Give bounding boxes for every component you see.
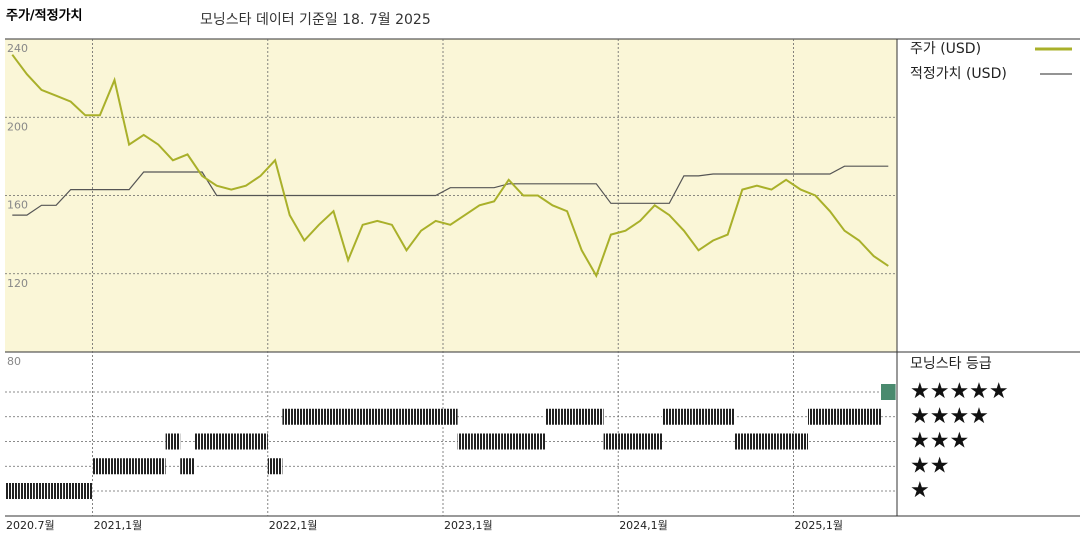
rating-bar [676, 408, 692, 425]
x-tick-label: 2021,1월 [94, 519, 143, 532]
rating-bar [194, 433, 210, 450]
rating-bar [705, 408, 721, 425]
rating-bar [457, 433, 473, 450]
rating-bar [136, 458, 151, 475]
rating-bar [837, 408, 852, 425]
y-tick-label: 80 [7, 355, 21, 368]
rating-bar [881, 384, 896, 400]
rating-bar [749, 433, 765, 450]
legend-label: 적정가치 (USD) [910, 66, 1007, 82]
rating-level-label: ★★ [910, 453, 949, 478]
rating-bar [559, 408, 575, 425]
line-series [11, 54, 889, 279]
rating-bar [78, 483, 93, 499]
rating-bar [384, 408, 400, 425]
y-tick-label: 160 [7, 199, 28, 212]
rating-bar [48, 483, 64, 499]
rating-bar [472, 433, 487, 450]
rating-bar [793, 433, 808, 450]
rating-bar [180, 458, 195, 475]
rating-bar [34, 483, 49, 499]
rating-bar [428, 408, 443, 425]
rating-bar [632, 433, 648, 450]
rating-bar [691, 408, 706, 425]
rating-bar [224, 433, 239, 450]
rating-bar [253, 433, 268, 450]
rating-bar [399, 408, 414, 425]
rating-bar [151, 458, 166, 475]
chart-subtitle: 모닝스타 데이터 기준일 18. 7월 2025 [200, 12, 431, 28]
rating-bar [545, 408, 560, 425]
rating-bar [516, 433, 531, 450]
rating-bar [662, 408, 677, 425]
legend-label: 주가 (USD) [910, 41, 981, 57]
rating-bar [764, 433, 779, 450]
rating-level-label: ★★★★★ [910, 379, 1009, 404]
rating-bar [574, 408, 589, 425]
rating-bar [282, 408, 297, 425]
rating-bar [311, 408, 327, 425]
rating-bar [647, 433, 662, 450]
rating-bar [501, 433, 516, 450]
chart-title: 주가/적정가치 [6, 8, 83, 24]
rating-bar [618, 433, 633, 450]
rating-level-label: ★ [910, 478, 930, 503]
rating-bar [19, 483, 35, 499]
x-tick-label: 2020.7월 [6, 519, 55, 532]
rating-bar [209, 433, 224, 450]
rating-title: 모닝스타 등급 [910, 356, 992, 372]
x-tick-label: 2023,1월 [444, 519, 493, 532]
rating-bar [370, 408, 385, 425]
rating-bar [603, 433, 619, 450]
rating-bar [443, 408, 458, 425]
line-series [12, 165, 889, 216]
rating-bar [413, 408, 429, 425]
y-tick-label: 200 [7, 120, 28, 133]
rating-level-label: ★★★ [910, 429, 969, 454]
rating-bar [851, 408, 867, 425]
rating-bar [165, 433, 181, 450]
rating-bar [735, 433, 750, 450]
y-tick-label: 120 [7, 277, 28, 290]
rating-bar [340, 408, 356, 425]
rating-bar [355, 408, 370, 425]
y-tick-label: 240 [7, 42, 28, 55]
rating-bar [866, 408, 881, 425]
rating-bar [107, 458, 122, 475]
rating-bar [808, 408, 823, 425]
rating-bar [720, 408, 735, 425]
rating-bar [121, 458, 137, 475]
rating-bar [486, 433, 502, 450]
frame [5, 38, 1080, 517]
rating-level-label: ★★★★ [910, 404, 989, 429]
rating-bar [778, 433, 794, 450]
rating-bar [5, 483, 20, 499]
rating-bar [92, 458, 108, 475]
rating-bar [589, 408, 604, 425]
rating-bar [297, 408, 312, 425]
x-tick-label: 2025,1월 [794, 519, 843, 532]
rating-bar [822, 408, 838, 425]
x-tick-label: 2024,1월 [619, 519, 668, 532]
rating-bar [267, 458, 283, 475]
rating-bar [326, 408, 341, 425]
rating-bar [238, 433, 254, 450]
rating-bar [63, 483, 78, 499]
x-tick-label: 2022,1월 [269, 519, 318, 532]
rating-bar [530, 433, 546, 450]
